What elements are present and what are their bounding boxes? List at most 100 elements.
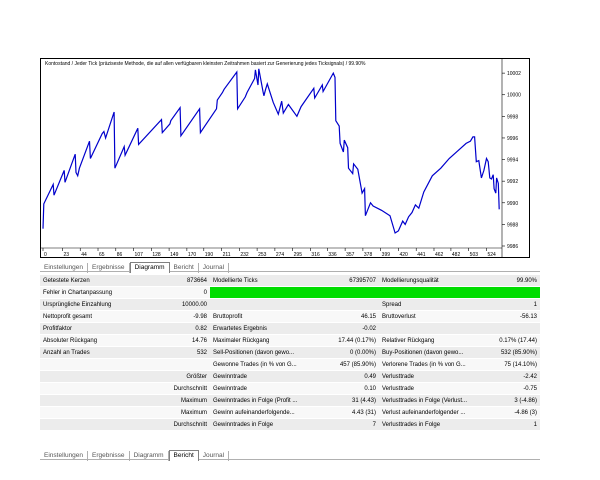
report-cell-label-b: Erwartetes Ergebnis — [210, 322, 325, 335]
x-tick-label: 253 — [258, 252, 267, 258]
tab-bericht[interactable]: Bericht — [170, 263, 199, 273]
equity-chart: 10002 10000 9998 9996 9994 9992 9990 9988 9986 0 2… — [40, 58, 521, 258]
modelling-quality-bar — [210, 286, 540, 299]
report-row: Getestete Kerzen 873664 Modellierte Ticks 6… — [40, 275, 540, 287]
report-cell-value-c: -56.13 — [484, 310, 540, 323]
report-cell-value-a: 14.76 — [120, 334, 210, 347]
report-cell-value-a: Durchschnitt — [120, 418, 210, 431]
report-cell-label-b: Gewinntrades in Folge (Profit ... — [210, 394, 325, 407]
report-cell-value-a: 0 — [120, 286, 210, 299]
report-cell-value-a: 10000.00 — [120, 298, 210, 311]
report-cell-label-c: Verlusttrades in Folge — [379, 418, 484, 431]
report-cell-value-a — [120, 358, 210, 371]
y-tick-label: 10000 — [507, 93, 521, 99]
tab-bar-upper: Einstellungen Ergebnisse Diagramm Bericht Jo… — [40, 262, 540, 273]
report-cell-label-c: Buy-Positionen (davon gewo... — [379, 346, 484, 359]
x-tick-label: 357 — [346, 252, 355, 258]
tab-journal[interactable]: Journal — [199, 263, 230, 273]
report-cell-label-b: Modellierte Ticks — [210, 275, 325, 287]
report-cell-label-a — [40, 358, 120, 371]
tab-bericht-lower[interactable]: Bericht — [168, 450, 199, 461]
report-cell-label-a: Nettoprofit gesamt — [40, 310, 120, 323]
report-cell-value-b: 4.43 (31) — [325, 406, 379, 419]
report-cell-value-b: 0.10 — [325, 382, 379, 395]
tab-ergebnisse-lower[interactable]: Ergebnisse — [88, 451, 130, 461]
report-cell-value-c: 0.17% (17.44) — [484, 334, 540, 347]
report-cell-label-b — [210, 298, 325, 311]
report-cell-label-c: Modellierungsqualität — [379, 275, 484, 287]
report-cell-label-a: Absoluter Rückgang — [40, 334, 120, 347]
report-cell-value-b: 0.49 — [325, 370, 379, 383]
report-cell-value-a: Durchschnitt — [120, 382, 210, 395]
chart-title: Kontostand / Jeder Tick (präziseste Meth… — [45, 61, 366, 67]
report-cell-value-a: 0.82 — [120, 322, 210, 335]
report-cell-label-b: Bruttoprofit — [210, 310, 325, 323]
report-cell-label-c — [379, 322, 484, 335]
report-cell-label-b: Gewinntrade — [210, 370, 325, 383]
report-table: Getestete Kerzen 873664 Modellierte Ticks 6… — [40, 275, 540, 431]
report-cell-label-c: Verlusttrade — [379, 370, 484, 383]
tab-diagramm-lower[interactable]: Diagramm — [130, 451, 169, 461]
chart-panel: Kontostand / Jeder Tick (präziseste Meth… — [40, 58, 530, 258]
report-cell-value-b — [325, 298, 379, 311]
report-cell-value-c: 1 — [484, 418, 540, 431]
x-tick-label: 65 — [99, 252, 105, 258]
report-cell-label-c: Verlusttrade — [379, 382, 484, 395]
report-cell-label-b: Gewonne Trades (in % von G... — [210, 358, 325, 371]
report-cell-label-a — [40, 418, 120, 431]
y-tick-label: 9986 — [507, 244, 518, 250]
report-cell-value-b: -0.02 — [325, 322, 379, 335]
x-tick-label: 0 — [44, 252, 47, 258]
x-tick-label: 274 — [276, 252, 285, 258]
x-tick-label: 482 — [452, 252, 461, 258]
report-cell-label-c: Verlorene Trades (in % von G... — [379, 358, 484, 371]
y-tick-label: 9996 — [507, 136, 518, 142]
report-cell-label-c: Relativer Rückgang — [379, 334, 484, 347]
x-tick-label: 441 — [417, 252, 426, 258]
report-cell-value-b: 67395707 — [325, 275, 379, 287]
report-cell-label-a — [40, 382, 120, 395]
report-cell-value-c: 99.90% — [484, 275, 540, 287]
report-cell-value-c: -0.75 — [484, 382, 540, 395]
report-row: Absoluter Rückgang 14.76 Maximaler Rückgan… — [40, 334, 540, 347]
tab-journal-lower[interactable]: Journal — [199, 451, 230, 461]
report-cell-label-a — [40, 406, 120, 419]
report-cell-value-b: 0 (0.00%) — [325, 346, 379, 359]
report-cell-value-b: 457 (85.90%) — [325, 358, 379, 371]
x-tick-label: 420 — [399, 252, 408, 258]
report-cell-value-c: -4.86 (3) — [484, 406, 540, 419]
y-tick-label: 10002 — [507, 71, 521, 77]
report-row: Fehler in Chartanpassung 0 — [40, 286, 540, 299]
report-cell-label-a — [40, 370, 120, 383]
report-cell-label-a: Ursprüngliche Einzahlung — [40, 298, 120, 311]
report-cell-value-c: 1 — [484, 298, 540, 311]
tab-diagramm[interactable]: Diagramm — [129, 262, 170, 273]
x-tick-label: 316 — [311, 252, 320, 258]
report-cell-value-a: Maximum — [120, 406, 210, 419]
report-cell-value-c: -2.42 — [484, 370, 540, 383]
report-cell-value-c — [484, 322, 540, 335]
report-cell-value-b: 46.15 — [325, 310, 379, 323]
y-tick-label: 9994 — [507, 158, 518, 164]
y-tick-label: 9988 — [507, 222, 518, 228]
report-row: Maximum Gewinntrades in Folge (Profit ...… — [40, 394, 540, 407]
tab-ergebnisse[interactable]: Ergebnisse — [88, 263, 130, 273]
y-tick-label: 9998 — [507, 114, 518, 120]
tab-einstellungen-lower[interactable]: Einstellungen — [40, 451, 89, 461]
report-cell-value-b: 31 (4.43) — [325, 394, 379, 407]
report-cell-label-a — [40, 394, 120, 407]
report-cell-label-b: Gewinntrade — [210, 382, 325, 395]
x-tick-label: 503 — [470, 252, 479, 258]
report-row: Profitfaktor 0.82 Erwartetes Ergebnis -0.02 — [40, 322, 540, 335]
tab-einstellungen[interactable]: Einstellungen — [40, 263, 89, 273]
report-cell-value-a: Größter — [120, 370, 210, 383]
x-tick-label: 190 — [205, 252, 214, 258]
x-tick-label: 524 — [487, 252, 496, 258]
x-tick-label: 462 — [435, 252, 444, 258]
y-tick-label: 9992 — [507, 179, 518, 185]
x-tick-label: 170 — [188, 252, 197, 258]
report-cell-value-b: 7 — [325, 418, 379, 431]
report-row: Nettoprofit gesamt -9.98 Bruttoprofit 46.15… — [40, 310, 540, 323]
report-cell-label-a: Profitfaktor — [40, 322, 120, 335]
y-tick-label: 9990 — [507, 201, 518, 207]
